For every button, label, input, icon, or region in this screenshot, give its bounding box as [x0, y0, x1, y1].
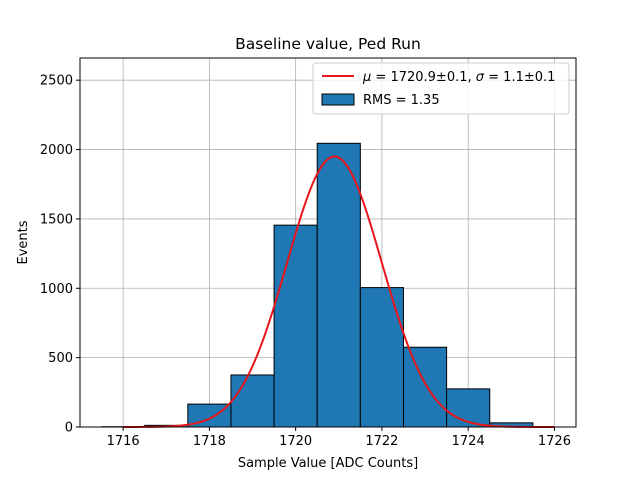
gaussian-fit-curve — [123, 155, 555, 428]
legend-mu-text: = 1720.9±0.1, — [371, 70, 475, 85]
y-tick-label: 1000 — [40, 282, 73, 297]
legend: μ = 1720.9±0.1, σ = 1.1±0.1 RMS = 1.35 — [312, 62, 570, 115]
y-tick-label: 2000 — [40, 143, 73, 158]
y-tick-label: 2500 — [40, 74, 73, 89]
legend-box — [312, 62, 570, 115]
x-tick-label: 1718 — [193, 434, 226, 449]
x-tick-label: 1720 — [279, 434, 312, 449]
x-axis-ticks: 1716 1718 1720 1722 1724 1726 — [107, 427, 571, 449]
legend-histogram-label: RMS = 1.35 — [363, 93, 440, 108]
histogram-bar — [359, 287, 404, 428]
legend-fit-label: μ = 1720.9±0.1, σ = 1.1±0.1 — [362, 70, 555, 85]
legend-mu-symbol: μ — [362, 70, 371, 85]
plot-frame — [79, 57, 577, 428]
histogram-bar — [273, 224, 318, 428]
legend-histogram-swatch — [321, 93, 355, 106]
histogram-bar — [230, 374, 275, 428]
x-tick-label: 1722 — [365, 434, 398, 449]
y-axis-title: Events — [16, 220, 31, 264]
histogram-bar — [446, 388, 491, 428]
x-tick-label: 1724 — [452, 434, 485, 449]
histogram-bar — [316, 142, 361, 428]
y-tick-label: 1500 — [40, 212, 73, 227]
x-tick-label: 1726 — [538, 434, 571, 449]
legend-sigma-symbol: σ — [476, 70, 485, 85]
chart-title: Baseline value, Ped Run — [235, 35, 421, 53]
x-tick-label: 1716 — [107, 434, 140, 449]
y-tick-label: 0 — [65, 421, 73, 436]
x-axis-title: Sample Value [ADC Counts] — [238, 456, 418, 471]
y-tick-label: 500 — [48, 351, 73, 366]
y-axis-ticks: 0 500 1000 1500 2000 2500 — [40, 74, 80, 436]
histogram-bar — [402, 346, 448, 428]
legend-sigma-text: = 1.1±0.1 — [484, 70, 555, 85]
